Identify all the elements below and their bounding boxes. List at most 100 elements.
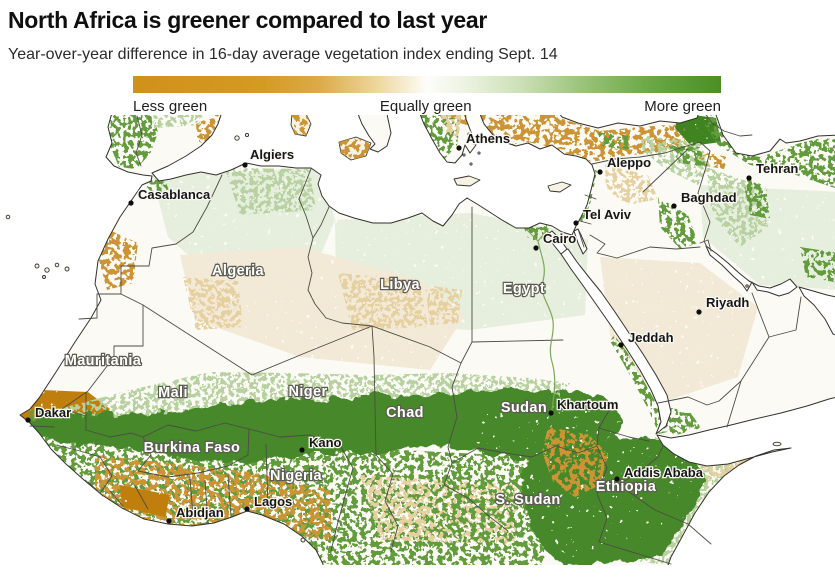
border-senegal (61, 408, 87, 417)
city-dot-tel-aviv (573, 220, 579, 226)
border-iran-iraq (697, 166, 711, 248)
country-label-mauritania: Mauritania (65, 353, 142, 369)
country-label-ethiopia: Ethiopia (596, 479, 657, 495)
island-socotra (772, 442, 782, 447)
island-mallorca (234, 135, 240, 141)
country-label-burkina-faso: Burkina Faso (144, 440, 241, 456)
border-kenya (598, 541, 672, 565)
border-jordan-saudi (589, 234, 618, 259)
border-benin-nigeria (265, 443, 269, 508)
subtitle: Year-over-year difference in 16-day aver… (8, 46, 558, 64)
nile-delta-branches (526, 228, 549, 243)
island-canary-5 (42, 275, 46, 280)
city-dot-aleppo (597, 169, 603, 175)
city-label-jeddah: Jeddah (628, 330, 674, 345)
border-niger-chad (371, 325, 377, 456)
border-tunisia-west (298, 168, 314, 239)
country-label-s-sudan: S. Sudan (495, 492, 560, 508)
country-label-niger: Niger (288, 384, 327, 400)
texture-ethiopia-orange (542, 427, 608, 498)
island-canary-4 (64, 266, 70, 272)
nile-river (537, 240, 556, 411)
border-algeria-libya (307, 237, 373, 327)
texture-mesopotamia (658, 197, 698, 250)
island-cyprus (547, 181, 572, 193)
border-uae-oman (768, 296, 802, 338)
country-label-libya: Libya (380, 277, 420, 293)
island-bahrain (745, 284, 749, 288)
texture-turkey-orange (445, 115, 700, 163)
border-lebanon (584, 194, 597, 200)
legend-gradient-bar (133, 76, 721, 94)
city-dot-cairo (533, 245, 539, 251)
border-ethiopia-somalia (618, 464, 712, 545)
sea-black-sea (559, 115, 699, 129)
border-liberia (109, 490, 124, 507)
texture-anatolia-green (598, 132, 632, 151)
island-crete (453, 175, 481, 187)
city-label-dakar: Dakar (35, 405, 71, 420)
sea-persian-gulf (705, 245, 798, 297)
sea-caspian (715, 115, 835, 157)
island-canary-1 (34, 263, 40, 269)
border-guinea-2 (99, 456, 113, 493)
border-sierra-leone (87, 481, 104, 497)
border-djibouti (647, 445, 664, 466)
island-canary-3 (54, 263, 60, 268)
texture-sardinia (291, 115, 311, 137)
city-dot-lagos (244, 506, 250, 512)
island-madeira (5, 215, 11, 220)
border-tunisia-libya (312, 206, 330, 239)
legend-labels: Less green Equally green More green (133, 98, 721, 115)
country-label-egypt: Egypt (503, 281, 545, 297)
city-dot-athens (456, 145, 462, 151)
sea-layer (0, 115, 835, 566)
city-label-aleppo: Aleppo (607, 155, 651, 170)
border-iraq-saudi (616, 246, 701, 259)
border-mali-south (85, 429, 144, 438)
border-burkina-south (137, 428, 250, 478)
city-label-baghdad: Baghdad (681, 190, 737, 205)
city-label-lagos: Lagos (254, 494, 292, 509)
country-label-chad: Chad (386, 405, 424, 421)
border-libya-south (371, 325, 462, 364)
border-morocco-algeria (78, 174, 223, 320)
texture-syria-orange (605, 165, 658, 206)
border-liberia-ivory (134, 485, 149, 510)
island-bioko (300, 537, 306, 543)
border-ivory-west (137, 436, 152, 472)
border-egypt-sudan (471, 339, 564, 343)
border-ivory-ghana (189, 478, 194, 516)
texture-iberia-green (109, 115, 158, 170)
border-saudi-yemen (657, 380, 742, 406)
border-togo-benin (227, 474, 232, 518)
island-menorca (244, 133, 250, 138)
city-label-tehran: Tehran (756, 161, 798, 176)
border-sudan-ssudan (451, 445, 598, 464)
texture-algiers-hinterland (225, 168, 316, 216)
border-algeria-mali (142, 304, 253, 376)
legend: Less green Equally green More green (133, 76, 721, 115)
border-kuwait (699, 239, 712, 252)
border-eritrea-ethiopia (598, 427, 650, 442)
texture-rif (147, 178, 170, 199)
city-label-kano: Kano (309, 435, 342, 450)
border-libya-sudan-corner (460, 341, 473, 364)
border-israel-jordan-1 (579, 220, 592, 225)
city-dot-khartoum (548, 410, 554, 416)
vegetation-map: Algeria Libya Egypt Mauritania Mali Nige… (0, 115, 835, 566)
sea-gulf-of-suez (547, 230, 568, 255)
texture-asir (610, 335, 671, 435)
border-yemen-oman (726, 380, 742, 428)
city-dot-jeddah (618, 342, 624, 348)
island-canary-2 (44, 267, 50, 273)
border-ssudan-ethiopia (596, 445, 608, 543)
city-dot-riyadh (696, 309, 702, 315)
border-algeria-niger (251, 325, 373, 376)
city-dot-tehran (746, 175, 752, 181)
texture-sahara-patch-3 (425, 285, 462, 326)
texture-caspian-coast (705, 115, 835, 189)
island-aegean-4 (477, 151, 481, 155)
page-title: North Africa is greener compared to last… (8, 7, 488, 33)
texture-north-spain (150, 115, 204, 129)
